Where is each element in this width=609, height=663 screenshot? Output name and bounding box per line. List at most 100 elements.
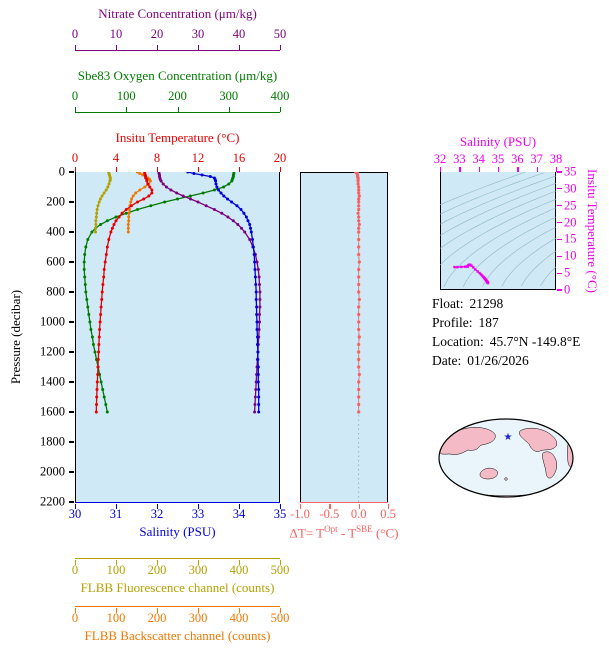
profile-curves: [82, 172, 262, 414]
tick-mark: [536, 167, 538, 172]
tick-mark: [280, 608, 282, 613]
tick-mark: [280, 107, 282, 112]
tick-label: -1.0: [290, 507, 310, 521]
tick-mark: [557, 221, 562, 224]
delta-t-title-part: (°C): [372, 525, 399, 541]
tick-mark: [198, 608, 200, 613]
tick-label: 20: [564, 215, 577, 230]
tick-mark: [69, 471, 74, 473]
tick-mark: [69, 261, 74, 263]
tick-label: 2000: [40, 464, 65, 479]
tick-label: 32: [433, 152, 447, 166]
tick-label: 200: [147, 563, 167, 577]
tick-mark: [75, 504, 77, 509]
oxygen-profile-curve: [83, 172, 235, 413]
tick-label: 0: [71, 27, 79, 41]
isopycnal-contour: [462, 216, 556, 287]
nitrate-axis-ticks: 0 10 20 30 40 50: [71, 27, 286, 42]
tick-label: 32: [150, 507, 164, 521]
tick-mark: [69, 231, 74, 233]
isopycnal-contour: [482, 226, 556, 287]
tick-mark: [557, 205, 562, 207]
oxygen-axis-title: Sbe83 Oxygen Concentration (μm/kg): [77, 68, 278, 83]
tick-mark: [75, 45, 77, 50]
tick-mark: [69, 381, 74, 383]
tick-mark: [388, 504, 390, 509]
tick-mark: [239, 45, 241, 50]
location-label: Location:: [432, 334, 484, 349]
date-label: Date:: [432, 353, 462, 368]
tick-mark: [69, 291, 74, 293]
tick-mark: [198, 167, 200, 172]
tick-label: 15: [564, 231, 577, 246]
ts-curve-and-isopycnals: [440, 172, 556, 288]
delta-t-axis-line: [300, 502, 390, 509]
north-america-landmass: [519, 427, 558, 452]
tick-label: 500: [270, 563, 290, 577]
tick-label: 300: [188, 611, 208, 625]
fluorescence-axis-title: FLBB Fluorescence channel (counts): [80, 580, 275, 595]
oxygen-axis-ticks: 0 100 200 300 400: [72, 89, 290, 104]
tick-mark: [239, 167, 241, 172]
nitrate-axis-line: [75, 45, 282, 51]
tick-label: 200: [147, 611, 167, 625]
tick-mark: [75, 560, 77, 565]
tick-mark: [69, 411, 74, 413]
float-label: Float:: [432, 296, 464, 311]
salinity-profile-curve: [187, 172, 260, 412]
tick-label: 600: [46, 254, 65, 269]
tick-label: 1000: [40, 314, 65, 329]
fluorescence-axis-line: [75, 558, 282, 565]
tick-label: 35: [564, 164, 577, 179]
delta-t-dots: [354, 172, 361, 502]
tick-label: 100: [106, 611, 126, 625]
float-value: 21298: [469, 296, 504, 311]
ts-temperature-axis-title: Insitu Temperature (°C): [585, 169, 600, 293]
tick-mark: [69, 321, 74, 323]
tick-mark: [440, 167, 442, 172]
location-row: Location: 45.7°N -149.8°E: [432, 332, 580, 351]
tick-label: 0: [58, 164, 65, 179]
tick-label: 33: [453, 152, 466, 166]
tick-mark: [239, 608, 241, 613]
tick-label: 0: [71, 151, 79, 165]
tick-label: 31: [109, 507, 123, 521]
tick-mark: [69, 201, 74, 203]
tick-label: 0: [564, 282, 571, 297]
tick-label: 500: [270, 611, 290, 625]
isopycnal-contour: [440, 172, 545, 215]
profile-number-row: Profile: 187: [432, 313, 580, 332]
tick-label: 100: [116, 89, 136, 103]
tick-label: 40: [232, 27, 246, 41]
float-id-row: Float: 21298: [432, 294, 580, 313]
tick-label: 300: [219, 89, 239, 103]
tick-mark: [280, 45, 282, 50]
map-border: [438, 418, 574, 498]
tick-mark: [126, 107, 128, 112]
nitrate-profile-curve: [158, 172, 261, 413]
tick-mark: [517, 167, 519, 172]
profile-plot-area: [75, 172, 280, 502]
tick-mark: [177, 107, 179, 112]
tick-label: 100: [106, 563, 126, 577]
tick-mark: [116, 167, 118, 172]
isopycnal-contour: [440, 175, 556, 225]
tick-mark: [280, 504, 282, 509]
tick-mark: [69, 441, 74, 443]
tick-label: 2200: [40, 494, 65, 509]
isopycnal-contour: [440, 172, 526, 206]
delta-t-title-sup: SBE: [356, 524, 373, 534]
temperature-axis-title: Insitu Temperature (°C): [115, 130, 240, 145]
tick-label: 1200: [40, 344, 65, 359]
tick-label: 5: [564, 265, 571, 280]
isopycnal-contour: [540, 266, 556, 287]
delta-t-title-sup: Opt: [324, 524, 338, 534]
tick-label: 400: [46, 224, 65, 239]
tick-mark: [116, 45, 118, 50]
tick-mark: [498, 167, 500, 172]
temperature-axis-ticks: 0 4 8 12 16 20: [71, 151, 286, 166]
tick-label: 20: [273, 151, 287, 165]
nitrate-axis-title: Nitrate Concentration (μm/kg): [98, 6, 257, 21]
salinity-axis-line: [75, 502, 282, 509]
tick-mark: [358, 504, 360, 509]
